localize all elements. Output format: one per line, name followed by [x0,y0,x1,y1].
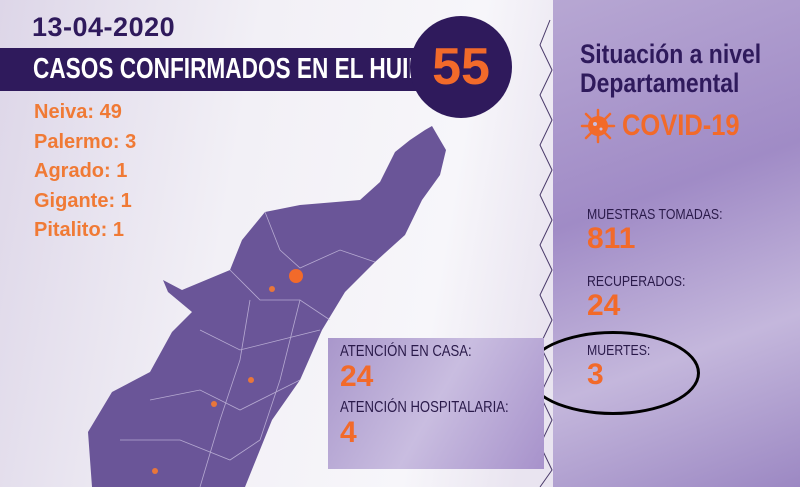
panel-title-line2: Departamental [580,68,740,98]
stat-recuperados: RECUPERADOS: 24 [587,273,707,322]
huila-map [88,126,446,487]
case-marker [269,286,275,292]
zigzag-divider [539,19,553,487]
virus-icon [580,108,616,144]
stat-muestras: MUESTRAS TOMADAS: 811 [587,206,752,255]
covid-label: COVID-19 [622,109,740,142]
casa-value: 24 [340,360,374,393]
city-item: Gigante: 1 [34,189,132,212]
case-marker [248,377,254,383]
muestras-label: MUESTRAS TOMADAS: [587,206,723,223]
attention-box: ATENCIÓN EN CASA: 24 ATENCIÓN HOSPITALAR… [328,338,544,469]
city-list: Neiva: 49 Palermo: 3 Agrado: 1 Gigante: … [34,98,136,246]
panel-title: Situación a nivel Departamental [580,40,761,98]
covid-heading: COVID-19 [580,108,760,144]
case-marker-neiva [289,269,303,283]
case-marker [211,401,217,407]
report-date: 13-04-2020 [32,12,176,42]
recuperados-label: RECUPERADOS: [587,273,686,290]
hospital-value: 4 [340,416,357,449]
headline: CASOS CONFIRMADOS EN EL HUILA: [33,53,447,85]
city-item: Pitalito: 1 [34,219,125,241]
muestras-value: 811 [587,222,636,255]
casa-label: ATENCIÓN EN CASA: [340,343,472,360]
city-item: Palermo: 3 [34,130,137,153]
city-item: Agrado: 1 [34,160,128,182]
panel-title-line1: Situación a nivel [580,39,762,69]
headline-banner [0,48,455,91]
map-shape [88,126,446,487]
hospital-label: ATENCIÓN HOSPITALARIA: [340,399,509,416]
highlight-ellipse [526,331,700,415]
city-item: Neiva: 49 [34,101,122,123]
total-cases-badge: 55 [410,16,512,118]
case-marker [152,468,158,474]
recuperados-value: 24 [587,289,621,322]
